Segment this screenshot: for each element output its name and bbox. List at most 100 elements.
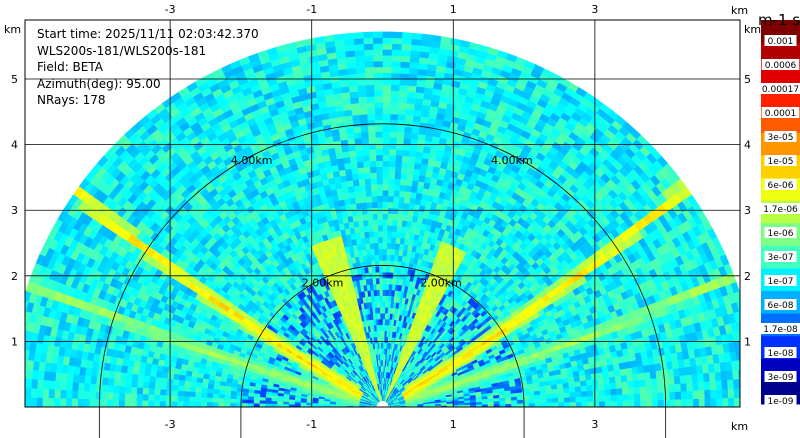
range-gate [633,386,641,395]
range-gate [382,90,392,97]
range-gate [382,272,387,279]
range-gate [579,379,587,387]
range-gate [399,67,410,75]
range-gate [733,388,740,399]
range-gate [382,313,386,320]
range-gate [597,383,605,391]
range-gate [405,179,413,187]
range-gate [376,201,383,208]
range-gate [386,225,393,232]
range-gate [620,374,628,383]
range-gate [387,213,393,220]
range-gate [412,168,421,176]
range-gate [557,397,565,403]
range-gate [391,43,402,51]
range-gate [343,38,355,46]
range-gate [645,399,653,407]
range-gate [342,156,351,165]
range-gate [376,195,383,203]
range-gate [382,201,389,208]
range-gate [581,401,588,407]
range-gate [412,109,422,117]
range-gate [382,353,385,361]
range-gate [585,379,593,386]
range-gate [375,271,380,279]
range-gate [546,397,553,403]
range-gate [391,31,403,39]
range-gate [382,142,390,150]
range-gate [592,384,599,391]
range-gate [388,160,396,168]
range-gate [692,390,700,400]
range-gate [385,283,390,291]
range-gate [613,369,622,377]
range-gate [406,91,416,99]
range-gate [382,324,385,331]
range-gate [727,379,735,390]
range-gate [361,137,369,145]
range-gate [385,277,390,285]
range-gate [377,219,383,226]
range-gate [703,380,711,391]
range-gate [746,388,752,398]
range-gate [348,85,358,93]
range-gate [409,50,421,58]
range-gate [366,207,373,215]
range-gate [382,113,391,121]
range-gate [388,154,396,162]
range-gate [593,401,600,407]
range-gate [610,400,618,407]
range-gate [382,342,385,349]
range-gate [528,394,535,400]
range-gate [382,242,388,250]
range-gate [395,237,401,245]
range-gate [656,377,664,386]
range-gate [356,161,364,169]
range-gate [673,375,681,385]
range-gate [382,43,393,50]
range-gate [746,397,752,407]
range-gate [368,148,377,156]
range-gate [374,119,383,126]
range-gate [388,178,395,185]
range-gate [340,91,351,100]
range-gate [404,185,412,193]
range-gate [674,391,682,400]
range-gate [398,196,405,204]
range-gate [345,56,356,64]
range-gate [552,402,559,407]
range-gate [376,178,383,185]
range-gate [378,254,383,261]
range-gate [346,132,355,140]
range-gate [604,400,612,407]
range-gate [409,56,420,64]
range-gate [751,387,757,397]
range-gate [380,324,383,331]
range-gate [378,277,383,285]
range-gate [615,381,623,389]
range-gate [359,114,368,121]
range-gate [392,207,399,215]
range-gate [722,397,729,407]
range-gate [669,399,676,407]
range-gate [365,96,375,103]
range-gate [368,231,374,238]
range-gate [396,219,403,227]
range-gate [355,67,366,75]
range-gate [365,84,375,92]
range-gate [686,382,694,392]
range-gate [569,396,577,403]
range-gate [398,249,404,257]
range-gate [407,156,416,164]
range-gate [627,380,635,388]
range-gate [400,55,411,63]
range-gate [360,196,367,204]
range-gate [353,37,364,45]
range-gate [363,55,374,62]
range-gate [632,379,640,388]
range-gate [604,388,612,396]
range-gate [390,96,400,103]
range-gate [407,161,415,169]
range-gate [379,289,383,296]
range-gate [373,66,383,74]
